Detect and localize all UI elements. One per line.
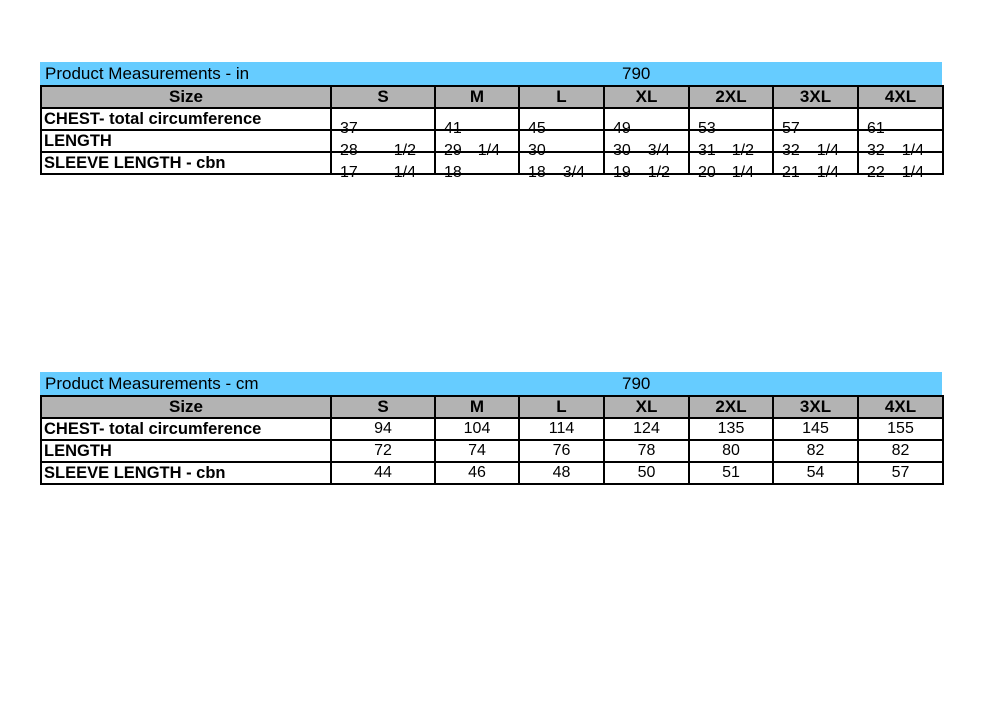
measurement-cell: 76 [518,439,605,463]
cm-measurement-table: Product Measurements - cm 790 Size S M L XL 2… [40,372,944,485]
size-header-s: S [330,395,436,419]
measurement-cell: 51 [688,461,774,485]
measurement-label: CHEST- total circumference [40,417,332,441]
measurement-cell: 28 1/2 [330,129,436,159]
measurement-cell: 94 [330,417,436,441]
table-row: SLEEVE LENGTH - cbn 44 46 48 50 51 54 57 [40,461,944,485]
measurement-cell: 20 1/4 [688,151,774,181]
measurement-cell: 50 [603,461,690,485]
measurement-cell: 19 1/2 [603,151,690,181]
measurement-cell: 53 [688,107,774,137]
measurement-cell: 82 [857,439,944,463]
measurement-cell: 74 [434,439,520,463]
size-header: Size [40,395,332,419]
measurement-cell: 49 [603,107,690,137]
measurement-cell: 18 [434,151,520,181]
fraction-value: 1/2 [647,164,670,181]
size-header: Size [40,85,332,109]
measurement-cell: 155 [857,417,944,441]
measurement-label: CHEST- total circumference [40,107,332,131]
table-title: Product Measurements - cm [45,374,259,393]
measurement-cell: 29 1/4 [434,129,520,159]
size-header-m: M [434,85,520,109]
size-header-l: L [518,395,605,419]
whole-value: 17 [340,164,358,181]
measurement-label: LENGTH [40,439,332,463]
measurement-cell: 145 [772,417,859,441]
measurement-cell: 114 [518,417,605,441]
measurement-label: LENGTH [40,129,332,153]
measurement-cell: 104 [434,417,520,441]
whole-value: 21 [782,164,800,181]
table-title-bar: Product Measurements - cm 790 [40,372,942,395]
measurement-cell: 46 [434,461,520,485]
measurement-cell: 48 [518,461,605,485]
measurement-cell: 45 [518,107,605,137]
fraction-value: 3/4 [562,164,585,181]
fraction-value: 1/4 [731,164,754,181]
size-header-2xl: 2XL [688,85,774,109]
measurement-cell: 30 3/4 [603,129,690,159]
measurement-cell: 41 [434,107,520,137]
product-code: 790 [622,374,651,393]
size-header-s: S [330,85,436,109]
size-header-xl: XL [603,395,690,419]
measurement-cell: 44 [330,461,436,485]
measurement-cell: 72 [330,439,436,463]
whole-value: 18 [444,164,462,181]
fraction-value: 1/4 [901,164,924,181]
size-header-2xl: 2XL [688,395,774,419]
measurement-label: SLEEVE LENGTH - cbn [40,461,332,485]
size-header-3xl: 3XL [772,85,859,109]
table-row: SLEEVE LENGTH - cbn 17 1/4 18 18 3/4 19 1/2 20 1/… [40,151,944,181]
inches-measurement-table: Product Measurements - in 790 Size S M L XL 2… [40,62,944,181]
measurement-cell: 21 1/4 [772,151,859,181]
measurement-cell: 37 [330,107,436,137]
measurement-cell: 135 [688,417,774,441]
size-header-m: M [434,395,520,419]
table-row: CHEST- total circumference 94 104 114 124 135… [40,417,944,441]
whole-value: 18 [528,164,546,181]
measurement-cell: 17 1/4 [330,151,436,181]
whole-value: 19 [613,164,631,181]
fraction-value: 1/4 [816,164,839,181]
measurement-cell: 57 [772,107,859,137]
measurement-cell: 32 1/4 [772,129,859,159]
header-row: Size S M L XL 2XL 3XL 4XL [40,85,944,109]
measurement-cell: 30 [518,129,605,159]
whole-value: 22 [867,164,885,181]
measurement-cell: 82 [772,439,859,463]
size-header-4xl: 4XL [857,85,944,109]
table-row: LENGTH 72 74 76 78 80 82 82 [40,439,944,463]
measurement-cell: 80 [688,439,774,463]
measurement-cell: 57 [857,461,944,485]
measurement-cell: 32 1/4 [857,129,944,159]
measurement-cell: 54 [772,461,859,485]
header-row: Size S M L XL 2XL 3XL 4XL [40,395,944,419]
measurement-cell: 18 3/4 [518,151,605,181]
size-header-l: L [518,85,605,109]
measurement-label: SLEEVE LENGTH - cbn [40,151,332,175]
table-row: LENGTH 28 1/2 29 1/4 30 30 3/4 31 1/2 32 1/4 32 1/4 [40,129,944,159]
size-header-3xl: 3XL [772,395,859,419]
measurement-cell: 31 1/2 [688,129,774,159]
measurement-cell: 61 [857,107,944,137]
table-row: CHEST- total circumference 37 41 45 49 53 57 61 [40,107,944,137]
table-title-bar: Product Measurements - in 790 [40,62,942,85]
size-header-xl: XL [603,85,690,109]
whole-value: 20 [698,164,716,181]
table-title: Product Measurements - in [45,64,250,83]
product-code: 790 [622,64,651,83]
measurement-cell: 78 [603,439,690,463]
size-header-4xl: 4XL [857,395,944,419]
measurement-cell: 22 1/4 [857,151,944,181]
fraction-value: 1/4 [393,164,416,181]
measurement-cell: 124 [603,417,690,441]
